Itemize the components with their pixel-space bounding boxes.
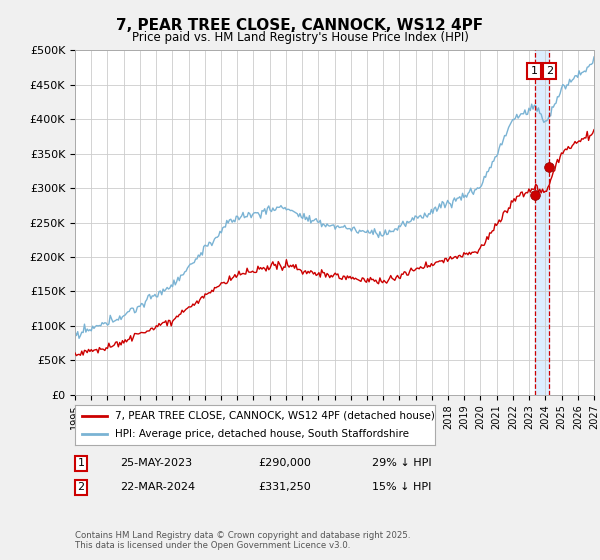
Text: 7, PEAR TREE CLOSE, CANNOCK, WS12 4PF: 7, PEAR TREE CLOSE, CANNOCK, WS12 4PF [116,18,484,34]
Text: £290,000: £290,000 [258,458,311,468]
Text: 15% ↓ HPI: 15% ↓ HPI [372,482,431,492]
Text: Price paid vs. HM Land Registry's House Price Index (HPI): Price paid vs. HM Land Registry's House … [131,31,469,44]
Text: £331,250: £331,250 [258,482,311,492]
Text: 2: 2 [546,66,553,76]
Text: 1: 1 [77,458,85,468]
Text: 2: 2 [77,482,85,492]
Text: 1: 1 [531,66,538,76]
Bar [535,50,549,395]
Text: 25-MAY-2023: 25-MAY-2023 [120,458,192,468]
Text: Contains HM Land Registry data © Crown copyright and database right 2025.
This d: Contains HM Land Registry data © Crown c… [75,531,410,550]
Text: 22-MAR-2024: 22-MAR-2024 [120,482,195,492]
Text: 7, PEAR TREE CLOSE, CANNOCK, WS12 4PF (detached house): 7, PEAR TREE CLOSE, CANNOCK, WS12 4PF (d… [115,411,434,421]
Text: HPI: Average price, detached house, South Staffordshire: HPI: Average price, detached house, Sout… [115,430,409,439]
Text: 29% ↓ HPI: 29% ↓ HPI [372,458,431,468]
